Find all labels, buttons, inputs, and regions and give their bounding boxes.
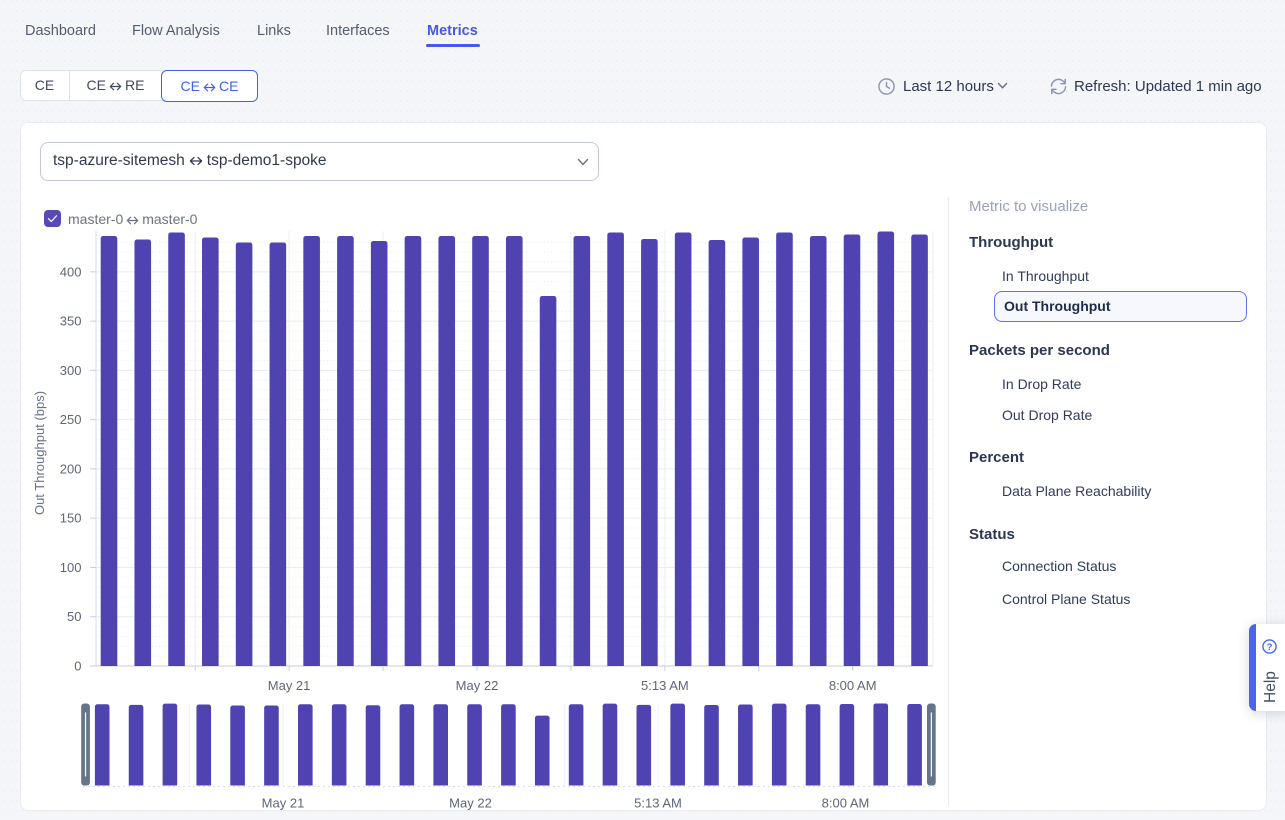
svg-text:250: 250 [60,412,82,427]
svg-text:150: 150 [60,511,82,526]
svg-text:8:00 AM: 8:00 AM [829,678,877,693]
svg-text:200: 200 [60,461,82,476]
svg-text:5:13 AM: 5:13 AM [641,678,689,693]
svg-text:100: 100 [60,560,82,575]
svg-text:0: 0 [74,659,81,674]
svg-text:Out Throughput (bps): Out Throughput (bps) [32,391,47,515]
svg-text:May 22: May 22 [456,678,499,693]
svg-text:350: 350 [60,314,82,329]
svg-text:300: 300 [60,363,82,378]
svg-text:8:00 AM: 8:00 AM [822,796,870,811]
svg-text:May 21: May 21 [268,678,311,693]
svg-text:May 21: May 21 [262,796,305,811]
svg-text:400: 400 [60,264,82,279]
svg-text:May 22: May 22 [449,796,492,811]
svg-text:5:13 AM: 5:13 AM [634,796,682,811]
svg-text:?: ? [1267,642,1273,653]
svg-text:50: 50 [67,609,81,624]
